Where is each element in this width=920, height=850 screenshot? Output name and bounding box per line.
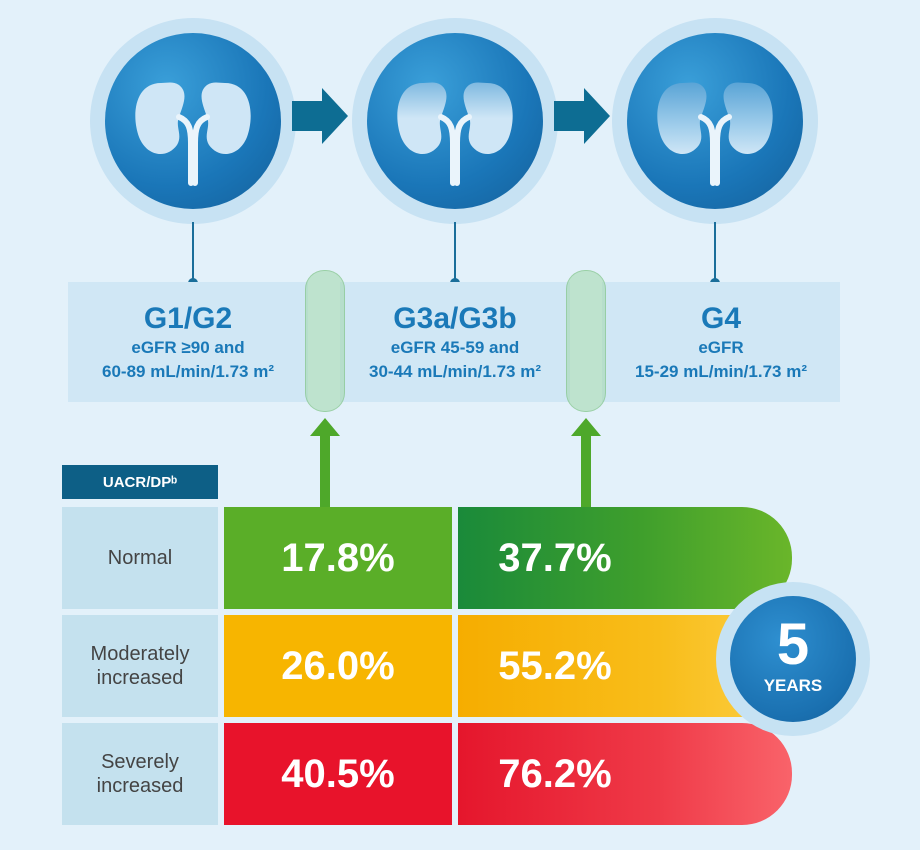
kidney-icon: [135, 82, 251, 186]
stage-box-g1g2: G1/G2 eGFR ≥90 and 60-89 mL/min/1.73 m²: [68, 282, 308, 402]
row-label-normal: Normal: [62, 507, 218, 609]
years-badge: 5 YEARS: [716, 582, 870, 736]
transition-highlight: [566, 270, 606, 412]
row-label: Moderately increased: [90, 643, 190, 689]
kidney-icon: [657, 82, 773, 186]
connector-line: [714, 222, 716, 282]
cell-normal-g1g2: 17.8%: [224, 507, 452, 609]
stage-subtitle: eGFR ≥90 and: [131, 338, 245, 357]
connector-line: [192, 222, 194, 282]
arrow-right-icon: [292, 88, 348, 144]
stage-title: G1/G2: [143, 302, 233, 335]
stage-box-g3: G3a/G3b eGFR 45-59 and 30-44 mL/min/1.73…: [340, 282, 570, 402]
value-label: 37.7%: [498, 535, 612, 580]
kidney-icon: [397, 82, 513, 186]
stage-subtitle: 60-89 mL/min/1.73 m²: [102, 362, 274, 381]
stage-title: G3a/G3b: [393, 302, 517, 335]
stage-subtitle: 15-29 mL/min/1.73 m²: [635, 362, 807, 381]
stage-title: G4: [700, 302, 742, 335]
row-label-severe: Severely increased: [62, 723, 218, 825]
arrow-up-icon: [310, 418, 340, 508]
stage-subtitle: eGFR: [698, 338, 744, 357]
value-label: 17.8%: [281, 535, 395, 580]
kidney-circle-g4: [612, 18, 818, 224]
transition-highlight: [305, 270, 345, 412]
arrow-right-icon: [554, 88, 610, 144]
years-unit: YEARS: [763, 676, 823, 695]
row-label-moderate: Moderately increased: [62, 615, 218, 717]
years-number: 5: [776, 612, 810, 677]
value-label: 76.2%: [498, 751, 612, 796]
value-label: 26.0%: [281, 643, 395, 688]
stage-subtitle: 30-44 mL/min/1.73 m²: [369, 362, 541, 381]
cell-normal-g3: 37.7%: [458, 507, 792, 609]
connector-line: [454, 222, 456, 282]
row-label: Normal: [107, 547, 173, 569]
row-label: Severely increased: [96, 751, 184, 797]
cell-severe-g1g2: 40.5%: [224, 723, 452, 825]
kidney-circle-g1g2: [90, 18, 296, 224]
uacr-header: UACR/DPᵇ: [62, 465, 218, 499]
value-label: 40.5%: [281, 751, 395, 796]
cell-moderate-g1g2: 26.0%: [224, 615, 452, 717]
cell-severe-g3: 76.2%: [458, 723, 792, 825]
kidney-circle-g3: [352, 18, 558, 224]
stage-subtitle: eGFR 45-59 and: [390, 338, 520, 357]
stage-box-g4: G4 eGFR 15-29 mL/min/1.73 m²: [602, 282, 840, 402]
arrow-up-icon: [571, 418, 601, 508]
value-label: 55.2%: [498, 643, 612, 688]
